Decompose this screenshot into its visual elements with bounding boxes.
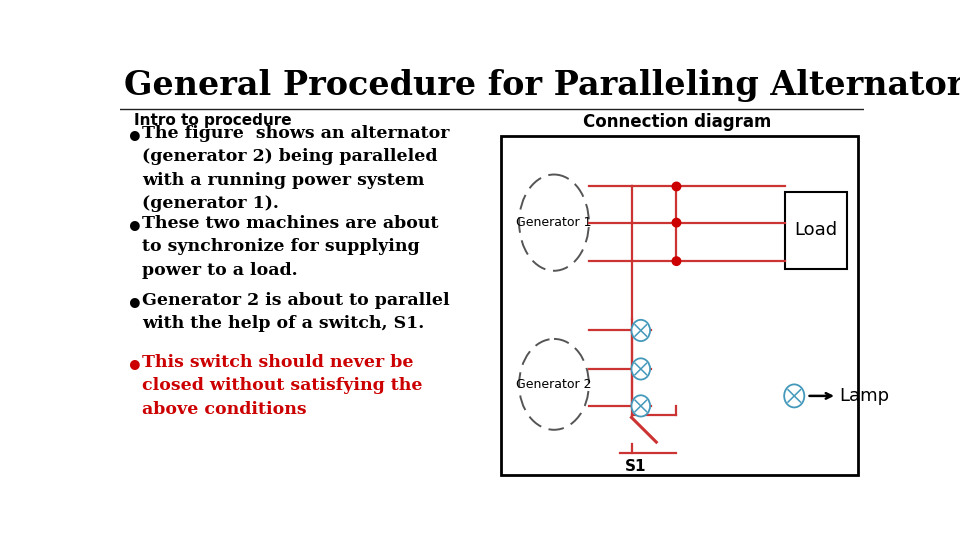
Circle shape bbox=[672, 218, 681, 227]
Circle shape bbox=[672, 257, 681, 265]
Text: General Procedure for Paralleling Alternators: General Procedure for Paralleling Altern… bbox=[124, 69, 960, 102]
Text: Lamp: Lamp bbox=[839, 387, 889, 405]
Text: •: • bbox=[126, 354, 144, 381]
Text: Connection diagram: Connection diagram bbox=[584, 113, 772, 131]
Bar bbox=[785, 192, 847, 269]
Text: This switch should never be
closed without satisfying the
above conditions: This switch should never be closed witho… bbox=[142, 354, 422, 417]
Text: The figure  shows an alternator
(generator 2) being paralleled
with a running po: The figure shows an alternator (generato… bbox=[142, 125, 449, 212]
Text: S1: S1 bbox=[625, 459, 646, 474]
Bar bbox=[501, 136, 858, 475]
Text: Intro to procedure: Intro to procedure bbox=[134, 113, 292, 129]
Text: •: • bbox=[126, 292, 144, 319]
Text: Generator 2 is about to parallel
with the help of a switch, S1.: Generator 2 is about to parallel with th… bbox=[142, 292, 449, 333]
Text: Generator 1: Generator 1 bbox=[516, 216, 591, 229]
Text: Load: Load bbox=[794, 221, 837, 239]
Ellipse shape bbox=[632, 359, 650, 380]
Circle shape bbox=[672, 182, 681, 191]
Text: •: • bbox=[126, 125, 144, 152]
Ellipse shape bbox=[519, 174, 588, 271]
Ellipse shape bbox=[784, 384, 804, 407]
Ellipse shape bbox=[632, 320, 650, 341]
Text: Generator 2: Generator 2 bbox=[516, 378, 591, 391]
Text: •: • bbox=[126, 215, 144, 242]
Ellipse shape bbox=[519, 339, 588, 430]
Text: These two machines are about
to synchronize for supplying
power to a load.: These two machines are about to synchron… bbox=[142, 215, 438, 279]
Ellipse shape bbox=[632, 395, 650, 416]
